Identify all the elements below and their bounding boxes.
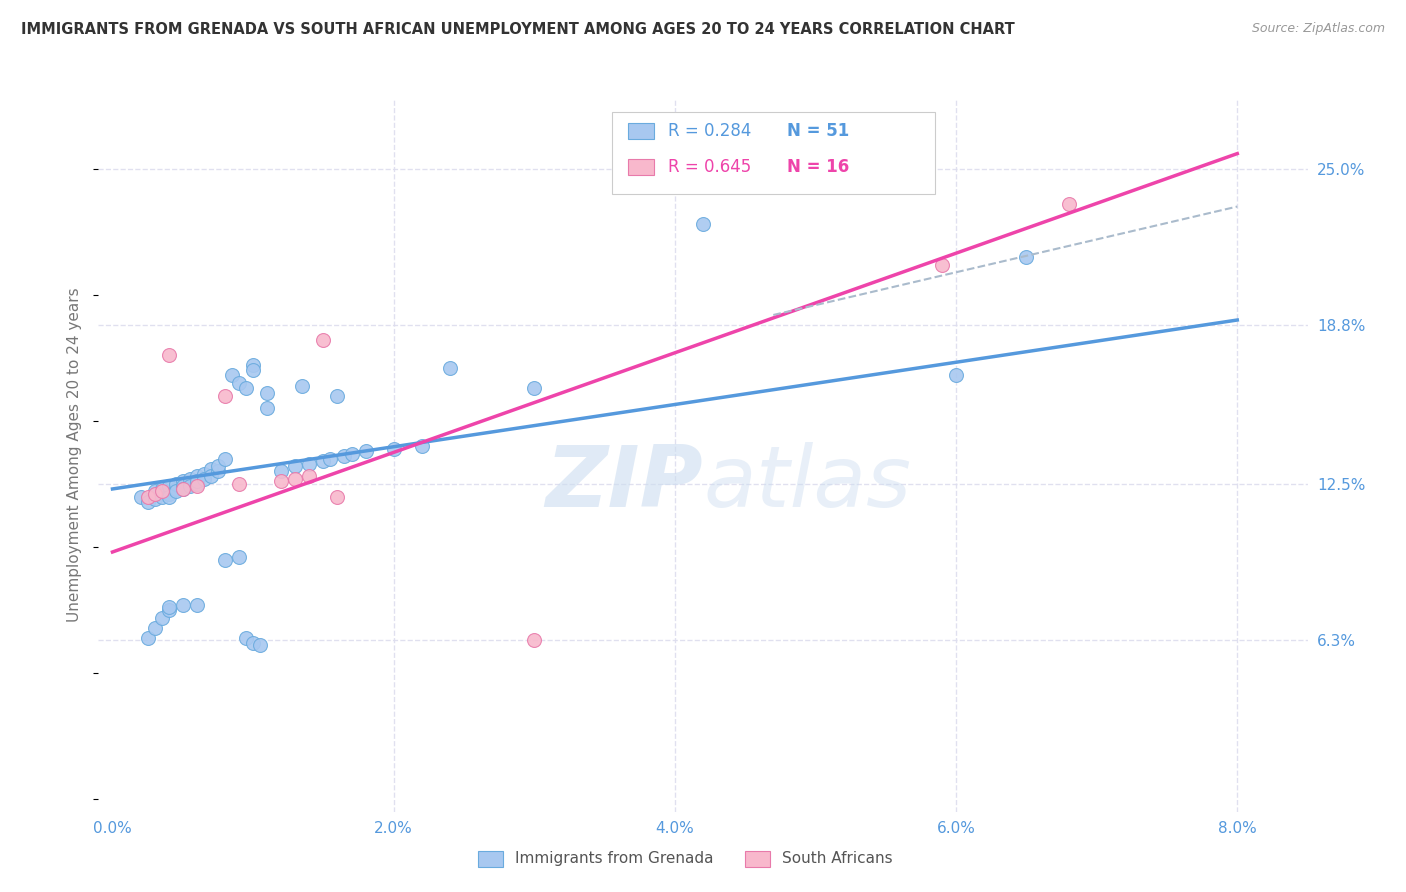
Point <box>172 479 194 493</box>
Point <box>242 359 264 373</box>
Point <box>228 376 250 390</box>
Point <box>157 348 180 362</box>
Text: N = 16: N = 16 <box>787 158 849 176</box>
Point <box>931 258 953 272</box>
Point <box>179 472 201 486</box>
Point <box>242 363 264 377</box>
Point <box>312 333 335 347</box>
Point <box>945 368 967 383</box>
Point <box>235 381 257 395</box>
Point <box>523 381 546 395</box>
Point <box>157 487 180 501</box>
Y-axis label: Unemployment Among Ages 20 to 24 years: Unemployment Among Ages 20 to 24 years <box>67 287 83 623</box>
Point <box>186 477 208 491</box>
Point <box>129 490 152 504</box>
Point <box>165 482 187 496</box>
Text: IMMIGRANTS FROM GRENADA VS SOUTH AFRICAN UNEMPLOYMENT AMONG AGES 20 TO 24 YEARS : IMMIGRANTS FROM GRENADA VS SOUTH AFRICAN… <box>21 22 1015 37</box>
Point <box>411 439 433 453</box>
Point <box>143 487 166 501</box>
Point <box>214 552 236 566</box>
Point <box>186 475 208 489</box>
Point <box>249 638 271 652</box>
Point <box>214 451 236 466</box>
Point <box>136 631 159 645</box>
Point <box>172 475 194 489</box>
Point <box>200 469 222 483</box>
Point <box>221 368 243 383</box>
Point <box>284 472 307 486</box>
Point <box>193 472 215 486</box>
Point <box>312 454 335 468</box>
Point <box>333 449 356 463</box>
Point <box>298 469 321 483</box>
Point <box>354 444 377 458</box>
Text: South Africans: South Africans <box>782 852 893 866</box>
Point <box>439 360 461 375</box>
Point <box>172 482 194 496</box>
Point <box>150 482 173 496</box>
Point <box>186 479 208 493</box>
Point <box>150 484 173 499</box>
Point <box>157 600 180 615</box>
Point <box>228 549 250 564</box>
Point <box>340 447 363 461</box>
Point <box>326 490 349 504</box>
Point <box>1057 197 1080 211</box>
Point <box>157 603 180 617</box>
Point <box>214 389 236 403</box>
Point <box>172 598 194 612</box>
Point <box>193 467 215 481</box>
Text: N = 51: N = 51 <box>787 122 849 140</box>
Text: Immigrants from Grenada: Immigrants from Grenada <box>515 852 713 866</box>
Point <box>256 386 278 401</box>
Point <box>157 479 180 493</box>
Point <box>165 477 187 491</box>
Point <box>157 490 180 504</box>
Point <box>143 491 166 506</box>
Point <box>270 464 292 478</box>
Point <box>382 442 405 456</box>
Point <box>298 457 321 471</box>
Point <box>326 389 349 403</box>
Point <box>186 469 208 483</box>
Point <box>284 459 307 474</box>
Point <box>150 490 173 504</box>
Point <box>1015 250 1038 264</box>
Point <box>143 621 166 635</box>
Point <box>136 490 159 504</box>
Text: ZIP: ZIP <box>546 442 703 525</box>
Point <box>200 462 222 476</box>
Point <box>256 401 278 416</box>
Point <box>207 464 229 478</box>
Point <box>228 477 250 491</box>
Point <box>319 451 342 466</box>
Point <box>235 631 257 645</box>
Text: atlas: atlas <box>703 442 911 525</box>
Text: R = 0.645: R = 0.645 <box>668 158 751 176</box>
Point <box>179 477 201 491</box>
Point <box>165 484 187 499</box>
Text: R = 0.284: R = 0.284 <box>668 122 751 140</box>
Point <box>242 636 264 650</box>
Text: Source: ZipAtlas.com: Source: ZipAtlas.com <box>1251 22 1385 36</box>
Point <box>207 459 229 474</box>
Point <box>692 217 714 231</box>
Point <box>150 610 173 624</box>
Point <box>523 633 546 648</box>
Point <box>136 494 159 508</box>
Point <box>270 475 292 489</box>
Point <box>186 598 208 612</box>
Point <box>143 487 166 501</box>
Point <box>291 378 314 392</box>
Point <box>179 479 201 493</box>
Point <box>172 482 194 496</box>
Point <box>143 484 166 499</box>
